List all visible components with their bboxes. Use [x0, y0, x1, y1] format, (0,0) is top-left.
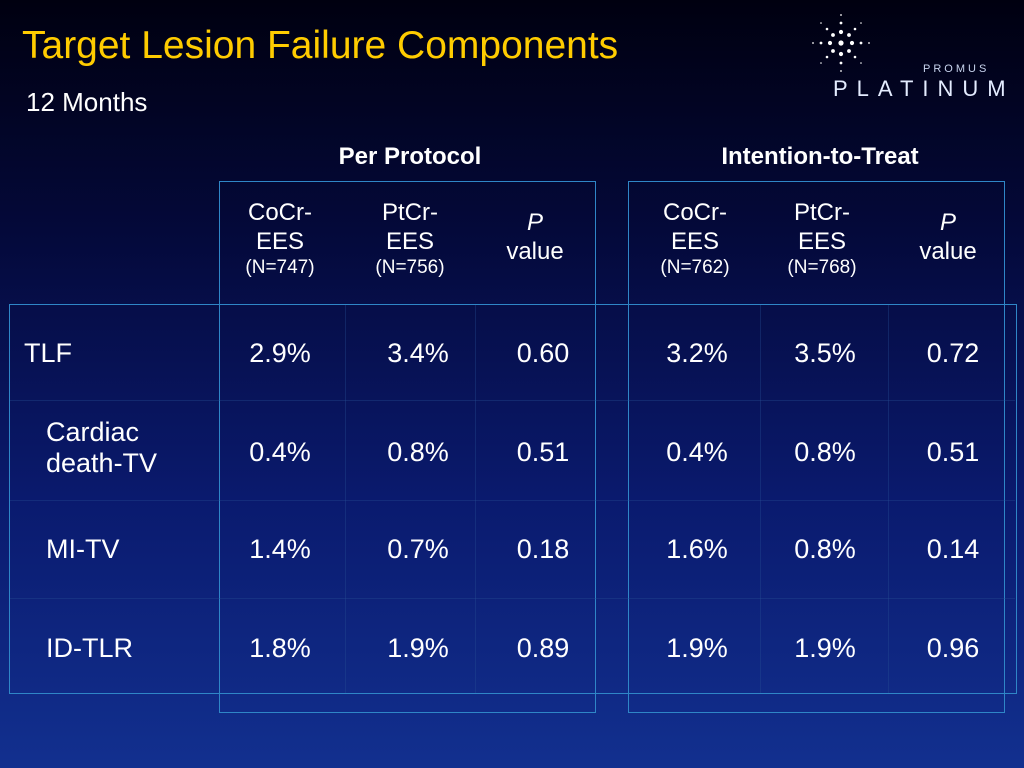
row-label-text: ID-TLR — [46, 633, 133, 663]
cell-mi-itt-pvalue: 0.14 — [926, 534, 980, 564]
column-header-label: PtCr- — [794, 199, 850, 226]
cell-mi-pp-ptcr: 0.7% — [387, 534, 449, 564]
row-divider — [10, 500, 1015, 501]
row-label-id-tlr: ID-TLR — [46, 633, 133, 664]
logo-promus-text: PROMUS — [923, 63, 990, 75]
column-header-label: EES — [255, 228, 305, 255]
column-header-n: (N=768) — [787, 257, 857, 278]
per-protocol-frame — [219, 181, 596, 713]
row-label-tlf: TLF — [24, 338, 72, 369]
row-divider — [10, 400, 1015, 401]
starburst-icon — [812, 14, 870, 72]
cell-tlf-pp-ptcr: 3.4% — [387, 338, 449, 368]
column-divider — [888, 305, 889, 693]
column-header-label: P — [939, 209, 956, 236]
column-divider — [760, 305, 761, 693]
cell-idtlr-pp-cocr: 1.8% — [249, 633, 311, 663]
column-header-label: EES — [670, 228, 720, 255]
column-divider — [345, 305, 346, 693]
column-header-n: (N=756) — [375, 257, 445, 278]
column-header-pp-ptcr: PtCr- EES (N=756) — [355, 198, 465, 280]
intention-to-treat-frame — [628, 181, 1005, 713]
cell-mi-pp-cocr: 1.4% — [249, 534, 311, 564]
column-header-label: P — [526, 209, 543, 236]
cell-cardiac-itt-pvalue: 0.51 — [926, 437, 980, 467]
cell-tlf-itt-pvalue: 0.72 — [926, 338, 980, 368]
row-label-cardiac-death: Cardiac death-TV — [46, 417, 157, 479]
cell-mi-itt-ptcr: 0.8% — [794, 534, 856, 564]
cell-idtlr-itt-cocr: 1.9% — [666, 633, 728, 663]
column-header-itt-ptcr: PtCr- EES (N=768) — [767, 198, 877, 280]
cell-cardiac-pp-ptcr: 0.8% — [387, 437, 449, 467]
row-divider — [10, 598, 1015, 599]
cell-tlf-itt-cocr: 3.2% — [666, 338, 728, 368]
column-header-pp-pvalue: P value — [480, 208, 590, 266]
row-label-text: MI-TV — [46, 534, 120, 564]
column-divider — [475, 305, 476, 693]
cell-cardiac-itt-cocr: 0.4% — [666, 437, 728, 467]
column-header-itt-pvalue: P value — [893, 208, 1003, 266]
column-header-label: value — [506, 238, 564, 265]
promus-platinum-logo: PROMUS PLATINUM — [806, 10, 1024, 101]
cell-idtlr-pp-pvalue: 0.89 — [516, 633, 570, 663]
column-header-label: EES — [797, 228, 847, 255]
cell-tlf-pp-cocr: 2.9% — [249, 338, 311, 368]
slide-title: Target Lesion Failure Components — [22, 24, 619, 67]
column-header-itt-cocr: CoCr- EES (N=762) — [640, 198, 750, 280]
cell-idtlr-itt-ptcr: 1.9% — [794, 633, 856, 663]
column-header-label: value — [919, 238, 977, 265]
row-label-text: Cardiac — [46, 417, 140, 447]
column-header-n: (N=747) — [245, 257, 315, 278]
row-label-mi-tv: MI-TV — [46, 534, 120, 565]
logo-platinum-text: PLATINUM — [833, 76, 1015, 101]
cell-mi-itt-cocr: 1.6% — [666, 534, 728, 564]
column-header-n: (N=762) — [660, 257, 730, 278]
column-header-label: CoCr- — [248, 199, 312, 226]
cell-cardiac-pp-pvalue: 0.51 — [516, 437, 570, 467]
cell-tlf-pp-pvalue: 0.60 — [516, 338, 570, 368]
cell-idtlr-pp-ptcr: 1.9% — [387, 633, 449, 663]
column-header-pp-cocr: CoCr- EES (N=747) — [225, 198, 335, 280]
group-header-per-protocol: Per Protocol — [338, 143, 482, 170]
group-header-intention-to-treat: Intention-to-Treat — [721, 143, 919, 170]
slide-subtitle: 12 Months — [26, 87, 148, 117]
row-label-text: TLF — [24, 338, 73, 368]
cell-cardiac-itt-ptcr: 0.8% — [794, 437, 856, 467]
cell-mi-pp-pvalue: 0.18 — [516, 534, 570, 564]
cell-cardiac-pp-cocr: 0.4% — [249, 437, 311, 467]
column-header-label: CoCr- — [663, 199, 727, 226]
row-label-text: death-TV — [46, 448, 158, 478]
cell-idtlr-itt-pvalue: 0.96 — [926, 633, 980, 663]
column-header-label: PtCr- — [382, 199, 438, 226]
cell-tlf-itt-ptcr: 3.5% — [794, 338, 856, 368]
column-header-label: EES — [385, 228, 435, 255]
table-body-frame — [9, 304, 1017, 694]
